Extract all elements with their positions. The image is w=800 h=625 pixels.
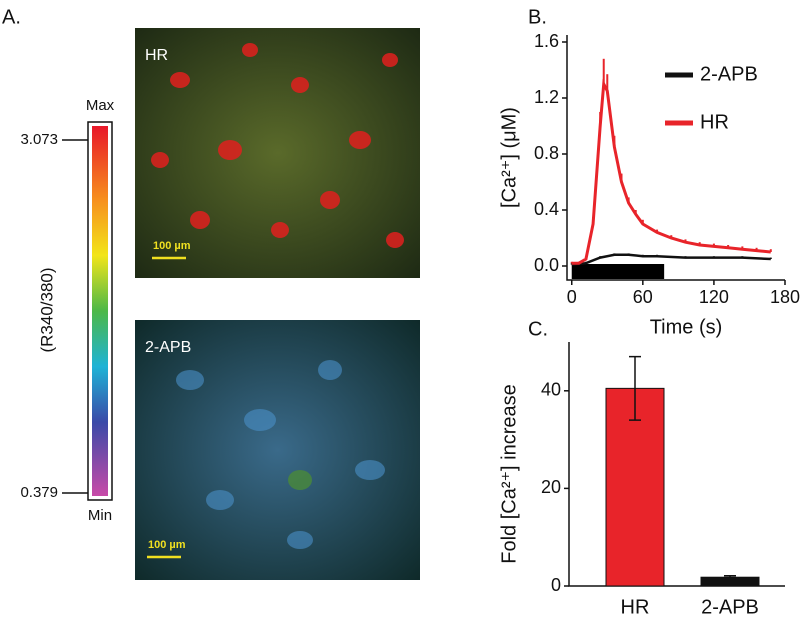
colorbar-frame bbox=[87, 121, 113, 501]
x-tick-label: 60 bbox=[633, 287, 653, 307]
image-label: 2-APB bbox=[145, 339, 191, 356]
image-label: HR bbox=[145, 47, 168, 64]
y-axis-label: Fold [Ca²⁺] increase bbox=[498, 384, 520, 564]
scale-bar-label: 100 µm bbox=[148, 539, 186, 551]
colorbar-title: (R340/380) bbox=[37, 267, 56, 352]
y-tick-label: 0.8 bbox=[534, 143, 559, 163]
x-tick-label: 2-APB bbox=[701, 596, 759, 618]
y-tick-label: 0.4 bbox=[534, 199, 559, 219]
series-line bbox=[571, 253, 771, 266]
y-axis-label: [Ca²⁺] (μM) bbox=[498, 107, 520, 208]
micrograph-2apb bbox=[135, 320, 420, 580]
legend-label: 2-APB bbox=[700, 63, 758, 85]
y-tick-label: 1.2 bbox=[534, 87, 559, 107]
x-tick-label: 180 bbox=[770, 287, 800, 307]
colorbar-max: Max bbox=[86, 97, 115, 114]
axes bbox=[566, 35, 785, 281]
error-bar bbox=[629, 355, 641, 421]
x-tick-label: HR bbox=[621, 596, 650, 618]
y-tick-label: 40 bbox=[541, 380, 561, 400]
micrograph-hr bbox=[135, 28, 420, 278]
x-axis-label: Time (s) bbox=[650, 316, 723, 338]
y-tick-label: 20 bbox=[541, 477, 561, 497]
colorbar-min: Min bbox=[88, 507, 112, 524]
legend-label: HR bbox=[700, 111, 729, 133]
x-tick-label: 120 bbox=[699, 287, 729, 307]
error-bar bbox=[724, 575, 736, 580]
y-tick-label: 0 bbox=[551, 575, 561, 595]
panel-label: C. bbox=[528, 318, 548, 340]
panel-label: A. bbox=[2, 6, 21, 28]
colorbar bbox=[92, 126, 108, 496]
scale-bar-label: 100 µm bbox=[153, 240, 191, 252]
treatment-bar bbox=[571, 264, 665, 279]
panel-label: B. bbox=[528, 6, 547, 28]
y-tick-label: 1.6 bbox=[534, 31, 559, 51]
y-tick-label: 0.0 bbox=[534, 255, 559, 275]
bar bbox=[605, 387, 665, 587]
x-tick-label: 0 bbox=[567, 287, 577, 307]
colorbar-value: 3.073 bbox=[20, 131, 58, 148]
axes bbox=[568, 342, 785, 587]
colorbar-value: 0.379 bbox=[20, 484, 58, 501]
